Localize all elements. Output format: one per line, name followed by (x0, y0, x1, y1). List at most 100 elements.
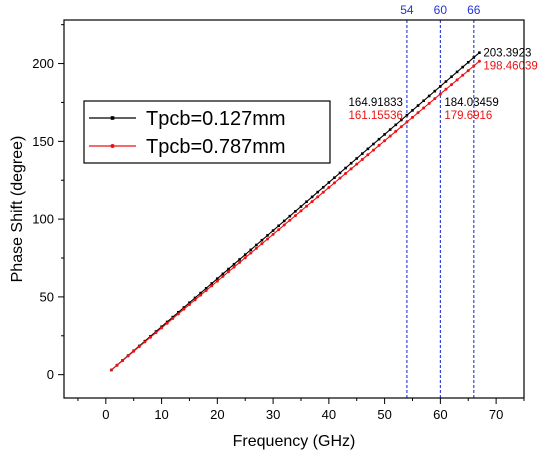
data-point (148, 335, 152, 339)
data-point (288, 218, 292, 222)
data-point (427, 94, 431, 98)
data-point (450, 75, 453, 79)
data-point (472, 56, 476, 59)
data-point (255, 243, 258, 247)
data-point (260, 242, 264, 246)
data-point (383, 139, 387, 143)
data-point (321, 190, 325, 194)
data-point (277, 224, 280, 228)
data-point (143, 340, 147, 344)
legend-label: Tpcb=0.787mm (146, 136, 286, 158)
data-point (433, 97, 437, 101)
data-point (221, 274, 225, 278)
reference-lines: 54 60 66 (400, 3, 481, 398)
data-point (243, 256, 247, 260)
data-point (455, 70, 459, 74)
data-point (388, 134, 392, 138)
x-tick-label: 20 (210, 407, 224, 422)
data-point (132, 349, 136, 353)
x-axis-label: Frequency (GHz) (233, 433, 356, 450)
data-point (349, 161, 353, 165)
data-point (188, 301, 191, 304)
data-point (260, 238, 264, 242)
y-axis-label: Phase Shift (degree) (9, 136, 26, 283)
data-point (399, 125, 403, 129)
data-point (177, 311, 180, 314)
legend-label: Tpcb=0.127mm (146, 108, 286, 130)
data-point (366, 147, 370, 151)
data-point (216, 277, 219, 280)
data-point (438, 92, 442, 96)
data-point (215, 279, 219, 283)
data-point (282, 219, 286, 223)
x-tick-label: 0 (102, 407, 109, 422)
data-point (433, 89, 437, 93)
x-tick-label: 70 (489, 407, 503, 422)
data-annotation: 161.15536 (349, 110, 403, 122)
data-point (422, 99, 425, 103)
data-point (411, 109, 414, 112)
data-annotation: 198.46039 (483, 61, 537, 73)
data-point (360, 157, 364, 161)
x-tick-label: 30 (266, 407, 280, 422)
data-point (405, 113, 409, 117)
x-tick-label: 10 (154, 407, 168, 422)
data-point (422, 106, 426, 110)
data-point (333, 176, 336, 179)
data-annotation: 203.3923 (483, 48, 531, 60)
data-point (361, 152, 364, 155)
vline-label: 60 (434, 3, 448, 17)
legend-box (83, 100, 331, 164)
data-point (461, 65, 464, 69)
data-point (355, 162, 359, 166)
legend-swatch-marker (110, 116, 115, 120)
data-point (165, 321, 169, 325)
data-point (193, 296, 197, 300)
data-point (266, 234, 269, 237)
data-point (377, 143, 381, 147)
data-point (338, 176, 342, 180)
data-point (210, 282, 214, 285)
data-point (160, 326, 164, 330)
data-point (321, 185, 325, 189)
axes (63, 19, 525, 399)
data-annotation: 179.6916 (444, 110, 492, 122)
data-point (271, 229, 275, 232)
data-point (372, 142, 375, 146)
data-point (288, 214, 292, 218)
data-point (176, 312, 180, 316)
data-point (204, 288, 208, 292)
data-point (455, 78, 459, 82)
series-group (109, 51, 481, 372)
data-point (310, 200, 314, 204)
vline-label: 66 (467, 3, 481, 17)
data-point (327, 181, 331, 184)
data-point (444, 87, 448, 91)
data-point (394, 123, 398, 127)
data-point (444, 80, 448, 83)
data-point (221, 272, 225, 276)
data-point (461, 73, 465, 77)
data-point (371, 148, 375, 152)
data-point (332, 181, 336, 185)
data-point (199, 293, 203, 297)
data-point (282, 223, 286, 227)
data-point (355, 157, 359, 160)
data-point (238, 258, 241, 261)
vline-label: 54 (400, 3, 414, 17)
data-point (416, 111, 420, 115)
data-point (182, 307, 186, 311)
y-tick-label: 100 (32, 212, 54, 227)
data-point (344, 172, 348, 176)
data-point (316, 190, 319, 194)
data-point (405, 120, 409, 124)
data-point (226, 270, 230, 274)
data-annotation: 164.91833 (349, 97, 403, 109)
data-point (439, 85, 442, 88)
data-annotation: 184.03459 (444, 97, 498, 109)
data-point (305, 204, 309, 208)
data-point (400, 118, 403, 122)
ticks: 0 10 20 30 40 50 60 70 0 50 100 150 200 (32, 24, 525, 422)
